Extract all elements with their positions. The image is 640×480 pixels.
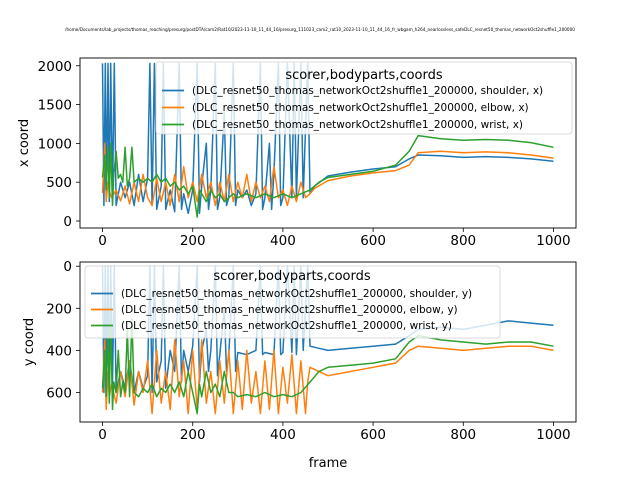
legend: scorer,bodyparts,coords (DLC_resnet50_th… [84, 265, 501, 339]
y-tick-label: 500 [46, 175, 72, 191]
x-tick-label: 800 [450, 233, 476, 249]
legend-title: scorer,bodyparts,coords [285, 68, 443, 83]
x-tick-label: 200 [180, 427, 206, 443]
y-tick-label: 200 [46, 301, 72, 317]
x-coord-plot: 0 200 400 600 800 1000 0 500 1000 1500 2000 x coor… [17, 57, 577, 249]
y-tick-label: 2000 [38, 59, 72, 75]
figure-title: /home/Documents/lab_projects/thomas_reac… [65, 27, 575, 32]
series-line-1 [101, 339, 554, 415]
legend-entry: (DLC_resnet50_thomas_networkOct2shuffle1… [121, 320, 452, 332]
y-tick-label: 400 [46, 343, 72, 359]
legend-box [155, 61, 573, 135]
x-tick-label: 600 [360, 427, 386, 443]
x-tick-label: 600 [360, 233, 386, 249]
legend-entry: (DLC_resnet50_thomas_networkOct2shuffle1… [192, 119, 523, 131]
legend-entry: (DLC_resnet50_thomas_networkOct2shuffle1… [121, 304, 458, 316]
series-line-1 [101, 142, 554, 207]
y-tick-label: 0 [63, 214, 72, 230]
x-tick-label: 800 [450, 427, 476, 443]
y-axis-label: x coord [17, 119, 32, 167]
x-tick-label: 400 [270, 233, 296, 249]
x-axis-label: frame [309, 456, 348, 471]
series-line-2 [101, 134, 554, 218]
legend-entry: (DLC_resnet50_thomas_networkOct2shuffle1… [192, 85, 543, 97]
x-tick-label: 200 [180, 233, 206, 249]
y-tick-label: 1000 [38, 136, 72, 152]
series-line-0 [101, 62, 554, 215]
y-tick-label: 600 [46, 386, 72, 402]
legend-title: scorer,bodyparts,coords [213, 269, 371, 284]
legend-box [84, 265, 501, 339]
legend: scorer,bodyparts,coords (DLC_resnet50_th… [155, 61, 573, 135]
y-coord-plot: 0 200 400 600 800 1000 0 200 400 600 y coord fram… [22, 259, 577, 471]
legend-entry: (DLC_resnet50_thomas_networkOct2shuffle1… [121, 288, 472, 300]
x-tick-label: 0 [98, 427, 107, 443]
series-line-2 [101, 318, 554, 415]
y-tick-label: 0 [63, 259, 72, 275]
y-tick-label: 1500 [38, 98, 72, 114]
x-tick-label: 1000 [536, 427, 570, 443]
x-tick-label: 1000 [536, 233, 570, 249]
legend-entry: (DLC_resnet50_thomas_networkOct2shuffle1… [192, 102, 529, 114]
x-tick-label: 0 [98, 233, 107, 249]
plot-frame [79, 261, 577, 423]
y-axis-label: y coord [22, 318, 37, 366]
x-tick-label: 400 [270, 427, 296, 443]
